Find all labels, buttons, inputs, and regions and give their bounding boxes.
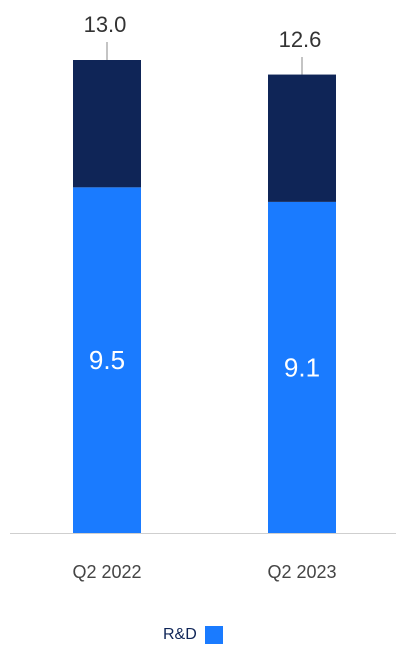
- bar-segment-rd-1: [73, 187, 141, 533]
- x-tick-label-1: Q2 2022: [72, 562, 141, 582]
- rd-value-label-1: 9.5: [89, 345, 125, 375]
- total-value-label-2: 12.6: [279, 27, 322, 52]
- total-value-label-1: 13.0: [84, 12, 127, 37]
- rd-value-label-2: 9.1: [284, 352, 320, 382]
- bar-segment-rd-2: [268, 201, 336, 533]
- legend-swatch-rd: [204, 626, 223, 644]
- bar-segment-other-1: [73, 60, 141, 188]
- legend-label-rd: R&D: [163, 626, 197, 643]
- bar-segment-other-2: [268, 74, 336, 202]
- legend: R&D: [163, 626, 223, 644]
- x-tick-label-2: Q2 2023: [267, 562, 336, 582]
